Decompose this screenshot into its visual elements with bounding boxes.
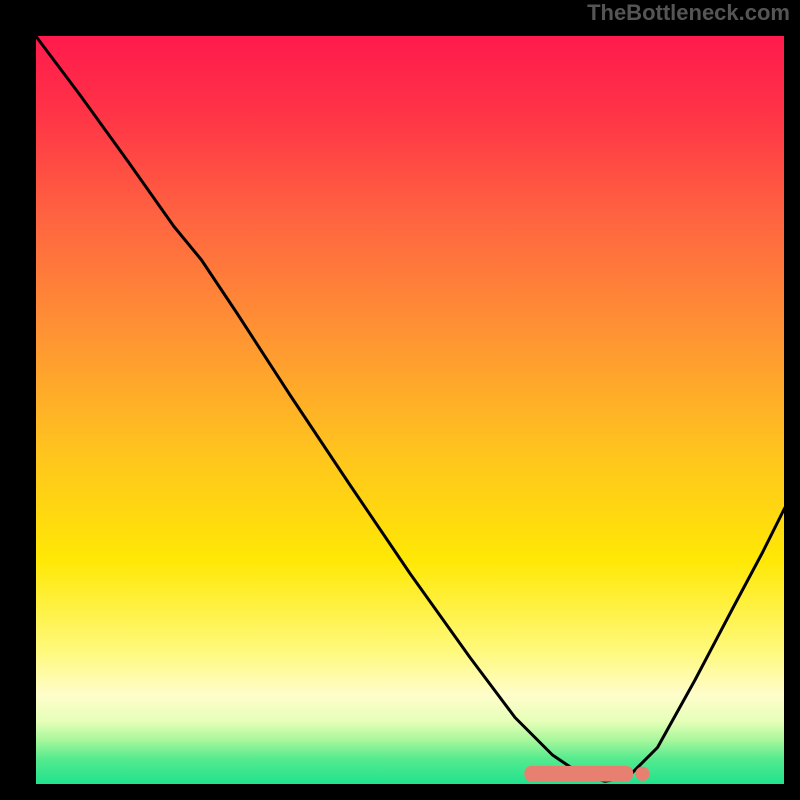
optimal-range-marker <box>524 766 633 782</box>
stage: TheBottleneck.com <box>0 0 800 800</box>
plot-gradient <box>35 35 785 785</box>
chart-svg <box>0 0 800 800</box>
optimal-range-marker-dot <box>635 767 649 781</box>
